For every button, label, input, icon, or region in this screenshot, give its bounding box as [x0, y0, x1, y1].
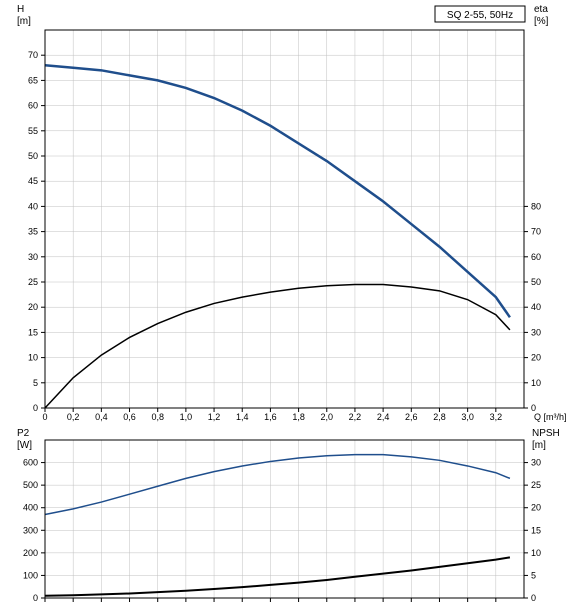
svg-text:2,2: 2,2: [349, 412, 362, 422]
svg-text:45: 45: [28, 176, 38, 186]
svg-text:0,8: 0,8: [151, 412, 164, 422]
svg-text:15: 15: [531, 525, 541, 535]
svg-text:1,6: 1,6: [264, 412, 277, 422]
svg-text:1,4: 1,4: [236, 412, 249, 422]
svg-text:600: 600: [23, 458, 38, 468]
svg-text:[m]: [m]: [17, 16, 31, 27]
svg-text:10: 10: [531, 548, 541, 558]
svg-text:[W]: [W]: [17, 440, 32, 451]
svg-text:2,8: 2,8: [433, 412, 446, 422]
svg-text:10: 10: [531, 378, 541, 388]
svg-text:5: 5: [33, 378, 38, 388]
svg-text:200: 200: [23, 548, 38, 558]
svg-text:300: 300: [23, 525, 38, 535]
svg-text:1,0: 1,0: [180, 412, 193, 422]
svg-text:3,0: 3,0: [461, 412, 474, 422]
pump-curve-chart: 0510152025303540455055606570010203040506…: [0, 0, 574, 611]
svg-text:H: H: [17, 4, 24, 15]
svg-text:1,8: 1,8: [292, 412, 305, 422]
svg-text:60: 60: [531, 252, 541, 262]
svg-text:20: 20: [531, 503, 541, 513]
svg-text:0,2: 0,2: [67, 412, 80, 422]
svg-text:35: 35: [28, 227, 38, 237]
svg-text:NPSH: NPSH: [532, 428, 560, 439]
svg-text:SQ 2-55, 50Hz: SQ 2-55, 50Hz: [447, 10, 513, 21]
svg-text:60: 60: [28, 101, 38, 111]
svg-text:5: 5: [531, 570, 536, 580]
svg-text:30: 30: [531, 458, 541, 468]
svg-text:0: 0: [531, 593, 536, 603]
svg-text:3,2: 3,2: [490, 412, 503, 422]
chart-svg: 0510152025303540455055606570010203040506…: [0, 0, 574, 611]
svg-text:30: 30: [531, 327, 541, 337]
svg-text:20: 20: [531, 353, 541, 363]
svg-text:500: 500: [23, 480, 38, 490]
svg-text:20: 20: [28, 302, 38, 312]
svg-text:eta: eta: [534, 4, 548, 15]
svg-text:25: 25: [28, 277, 38, 287]
svg-text:25: 25: [531, 480, 541, 490]
svg-text:0,4: 0,4: [95, 412, 108, 422]
svg-text:40: 40: [28, 201, 38, 211]
svg-text:0: 0: [33, 403, 38, 413]
svg-text:0: 0: [33, 593, 38, 603]
svg-text:50: 50: [531, 277, 541, 287]
svg-text:40: 40: [531, 302, 541, 312]
svg-text:30: 30: [28, 252, 38, 262]
svg-text:2,4: 2,4: [377, 412, 390, 422]
svg-text:1,2: 1,2: [208, 412, 221, 422]
svg-text:400: 400: [23, 503, 38, 513]
svg-text:70: 70: [28, 50, 38, 60]
svg-text:100: 100: [23, 570, 38, 580]
svg-text:50: 50: [28, 151, 38, 161]
svg-text:[m]: [m]: [532, 440, 546, 451]
svg-text:P2: P2: [17, 428, 30, 439]
svg-text:55: 55: [28, 126, 38, 136]
svg-text:65: 65: [28, 75, 38, 85]
svg-text:80: 80: [531, 201, 541, 211]
svg-text:2,0: 2,0: [321, 412, 334, 422]
svg-text:0: 0: [42, 412, 47, 422]
svg-text:10: 10: [28, 353, 38, 363]
svg-text:2,6: 2,6: [405, 412, 418, 422]
svg-text:Q [m³/h]: Q [m³/h]: [534, 412, 567, 422]
svg-text:0,6: 0,6: [123, 412, 136, 422]
svg-text:70: 70: [531, 227, 541, 237]
svg-text:[%]: [%]: [534, 16, 549, 27]
svg-text:15: 15: [28, 327, 38, 337]
